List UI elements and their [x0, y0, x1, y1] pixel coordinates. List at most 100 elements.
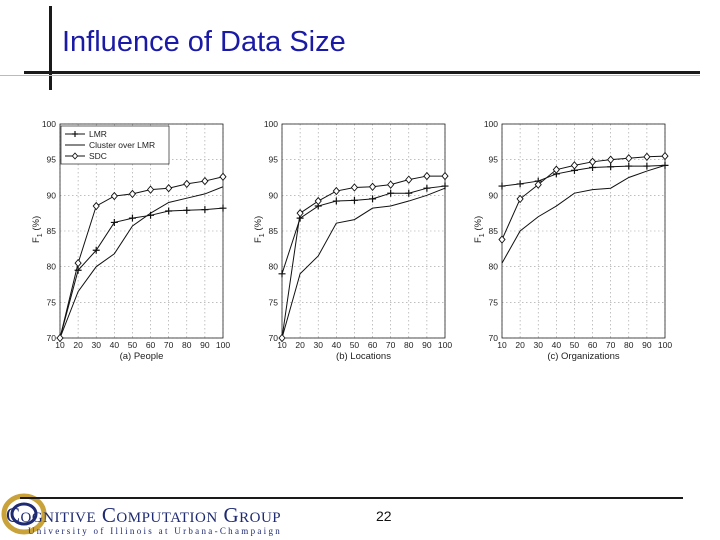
x-tick-label: 10 [497, 340, 507, 350]
y-tick-label: 100 [484, 119, 498, 129]
x-tick-label: 50 [570, 340, 580, 350]
y-tick-label: 75 [489, 297, 499, 307]
page-number: 22 [376, 508, 392, 524]
logo-line1: Cognitive Computation Group [6, 503, 282, 527]
ccg-logo-mark-icon [1, 493, 47, 535]
legend-marker-plus [72, 131, 78, 137]
y-tick-label: 75 [47, 297, 57, 307]
sdc-point [56, 333, 64, 343]
y-tick-label: 85 [489, 226, 499, 236]
series-line-lmr [501, 164, 666, 187]
x-tick-label: 10 [55, 340, 65, 350]
sdc-point [368, 182, 377, 191]
lmr-point [423, 184, 431, 192]
legend-label: SDC [89, 151, 107, 161]
x-tick-label: 90 [422, 340, 432, 350]
lmr-point [92, 246, 100, 254]
series-line-lmr [281, 185, 446, 274]
sdc-point [498, 235, 506, 244]
x-tick-label: 30 [533, 340, 543, 350]
decorative-thin-line [0, 75, 700, 76]
series-line-cluster-over-lmr [501, 164, 666, 264]
sdc-point [661, 151, 669, 161]
lmr-point [607, 163, 615, 171]
x-tick-label: 40 [552, 340, 562, 350]
y-axis-label: F1 (%) [473, 216, 486, 243]
y-tick-label: 80 [47, 262, 57, 272]
chart-subtitle: (c) Organizations [547, 351, 620, 362]
sdc-point [441, 171, 449, 181]
x-tick-label: 30 [313, 340, 323, 350]
x-tick-label: 90 [642, 340, 652, 350]
sdc-point [516, 194, 524, 204]
chart-subtitle: (a) People [120, 351, 164, 362]
decorative-vertical-line [49, 6, 52, 90]
sdc-point [128, 189, 137, 199]
lmr-point [165, 207, 173, 215]
plot-frame [501, 123, 666, 339]
sdc-point [607, 155, 615, 164]
x-tick-label: 90 [200, 340, 210, 350]
series-line-sdc [501, 155, 666, 240]
legend-label: Cluster over LMR [89, 140, 155, 150]
y-tick-label: 100 [42, 119, 56, 129]
sdc-point [278, 333, 286, 343]
y-tick-label: 85 [47, 226, 57, 236]
ccg-logo: Cognitive Computation Group University o… [0, 478, 340, 540]
y-tick-label: 80 [269, 262, 279, 272]
series-line-sdc [281, 175, 445, 339]
sdc-point [643, 152, 651, 162]
sdc-point [534, 180, 542, 189]
x-tick-label: 20 [295, 340, 305, 350]
x-tick-label: 30 [91, 340, 101, 350]
lmr-point [183, 206, 191, 214]
series-line-cluster-over-lmr [281, 187, 446, 339]
lmr-point [516, 180, 524, 188]
legend-marker-diamond [71, 152, 79, 160]
x-tick-label: 50 [350, 340, 360, 350]
sdc-point [165, 184, 173, 193]
x-tick-label: 100 [216, 340, 230, 350]
y-tick-label: 75 [269, 297, 279, 307]
sdc-point [183, 179, 191, 189]
x-tick-label: 100 [658, 340, 672, 350]
chart-people: 70 75 80 85 90 95 100 10 20 30 40 50 60 70 80 90 100 F1 (… [31, 119, 230, 362]
chart-locations: 70 75 80 85 90 95 100 10 20 30 40 50 60 70 80 90 100 F1 (… [253, 119, 452, 362]
sdc-point [625, 154, 633, 163]
y-tick-label: 90 [269, 190, 279, 200]
lmr-point [278, 270, 286, 278]
lmr-point [128, 214, 136, 222]
y-tick-label: 95 [269, 155, 279, 165]
plot-frame [281, 123, 446, 339]
y-tick-label: 70 [269, 333, 279, 343]
sdc-point [387, 180, 395, 189]
sdc-point [588, 157, 597, 166]
x-tick-label: 60 [146, 340, 156, 350]
sdc-point [423, 171, 431, 181]
x-tick-label: 80 [404, 340, 414, 350]
x-tick-label: 40 [332, 340, 342, 350]
lmr-point [498, 182, 506, 190]
sdc-point [314, 196, 322, 206]
x-tick-label: 20 [515, 340, 525, 350]
x-tick-label: 70 [386, 340, 396, 350]
lmr-point [110, 218, 118, 226]
footer-rule [20, 497, 683, 499]
y-tick-label: 90 [489, 190, 499, 200]
sdc-point [570, 161, 579, 170]
sdc-point [92, 201, 100, 211]
y-tick-label: 95 [489, 155, 499, 165]
x-tick-label: 10 [277, 340, 287, 350]
sdc-point [552, 165, 560, 174]
x-tick-label: 60 [368, 340, 378, 350]
x-tick-label: 80 [182, 340, 192, 350]
legend-label: LMR [89, 129, 107, 139]
lmr-point [74, 266, 82, 274]
chart-organizations: 70 75 80 85 90 95 100 10 20 30 40 50 60 70 80 90 100 F1 (… [473, 119, 672, 362]
lmr-point [405, 189, 413, 197]
x-tick-label: 60 [588, 340, 598, 350]
y-tick-label: 95 [47, 155, 57, 165]
x-tick-label: 80 [624, 340, 634, 350]
lmr-point [643, 162, 651, 170]
series-line-lmr [59, 207, 224, 339]
